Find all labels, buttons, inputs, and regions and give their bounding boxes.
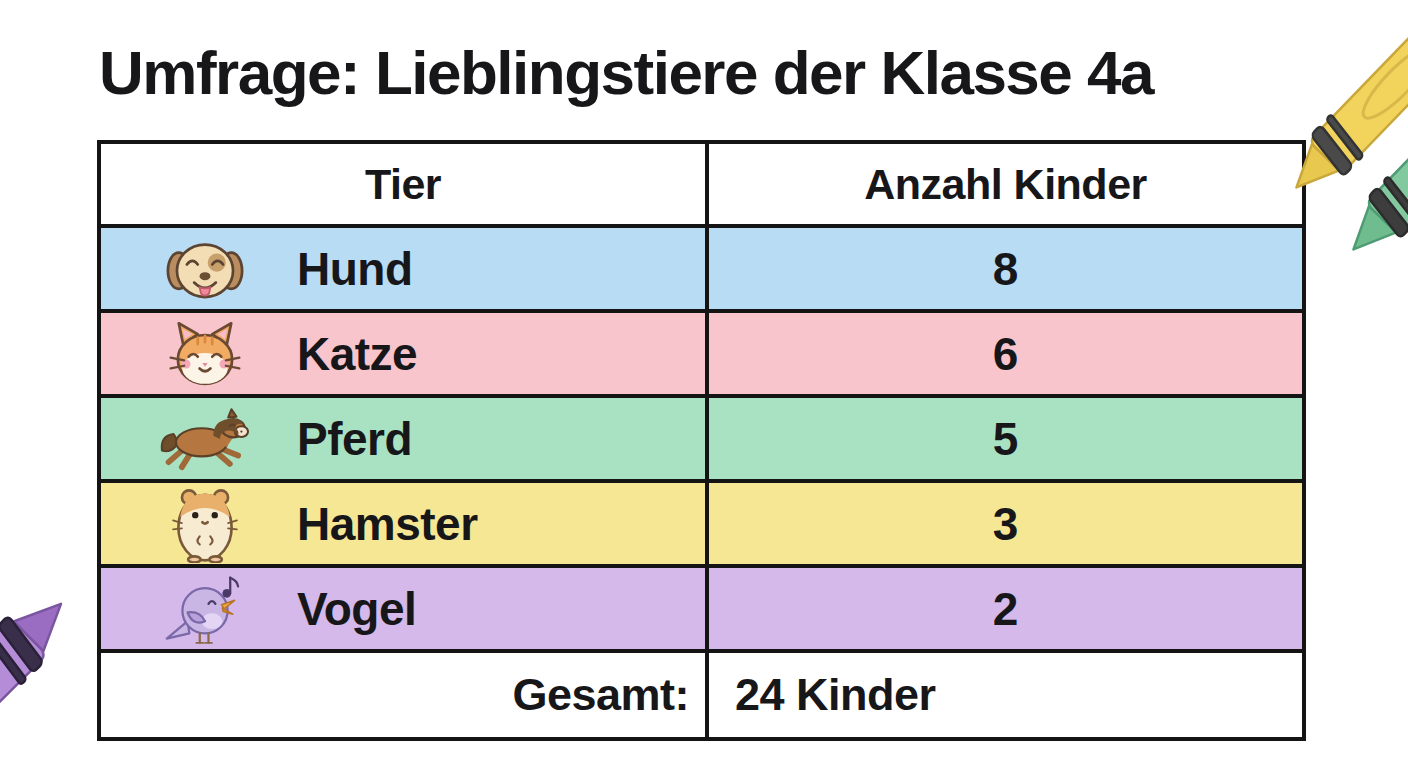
total-label: Gesamt: (512, 669, 689, 721)
table-header-row: Tier Anzahl Kinder (101, 144, 1302, 224)
animal-count: 6 (993, 327, 1019, 381)
animal-count: 2 (993, 582, 1019, 636)
table-row-hund: Hund 8 (101, 224, 1302, 309)
page-title: Umfrage: Lieblingstiere der Klasse 4a (99, 38, 1359, 108)
animal-name: Katze (297, 327, 417, 381)
hamster-icon (157, 485, 253, 563)
column-header-tier: Tier (365, 160, 441, 209)
purple-crayon (0, 576, 86, 768)
survey-table: Tier Anzahl Kinder (97, 140, 1306, 741)
column-header-anzahl-kinder: Anzahl Kinder (864, 160, 1147, 209)
animal-name: Hamster (297, 497, 478, 551)
cat-icon (157, 315, 253, 393)
dog-icon (157, 230, 253, 308)
animal-count: 5 (993, 412, 1019, 466)
animal-name: Vogel (297, 582, 416, 636)
animal-name: Hund (297, 242, 413, 296)
header-cell-anzahl: Anzahl Kinder (705, 144, 1302, 224)
table-footer-row: Gesamt: 24 Kinder (101, 649, 1302, 737)
table-row-vogel: Vogel 2 (101, 564, 1302, 649)
total-value: 24 Kinder (735, 669, 936, 721)
table-row-hamster: Hamster 3 (101, 479, 1302, 564)
header-cell-tier: Tier (101, 144, 705, 224)
animal-count: 3 (993, 497, 1019, 551)
bird-icon (157, 570, 253, 648)
animal-name: Pferd (297, 412, 412, 466)
animal-count: 8 (993, 242, 1019, 296)
table-row-katze: Katze 6 (101, 309, 1302, 394)
horse-icon (157, 400, 253, 478)
table-row-pferd: Pferd 5 (101, 394, 1302, 479)
